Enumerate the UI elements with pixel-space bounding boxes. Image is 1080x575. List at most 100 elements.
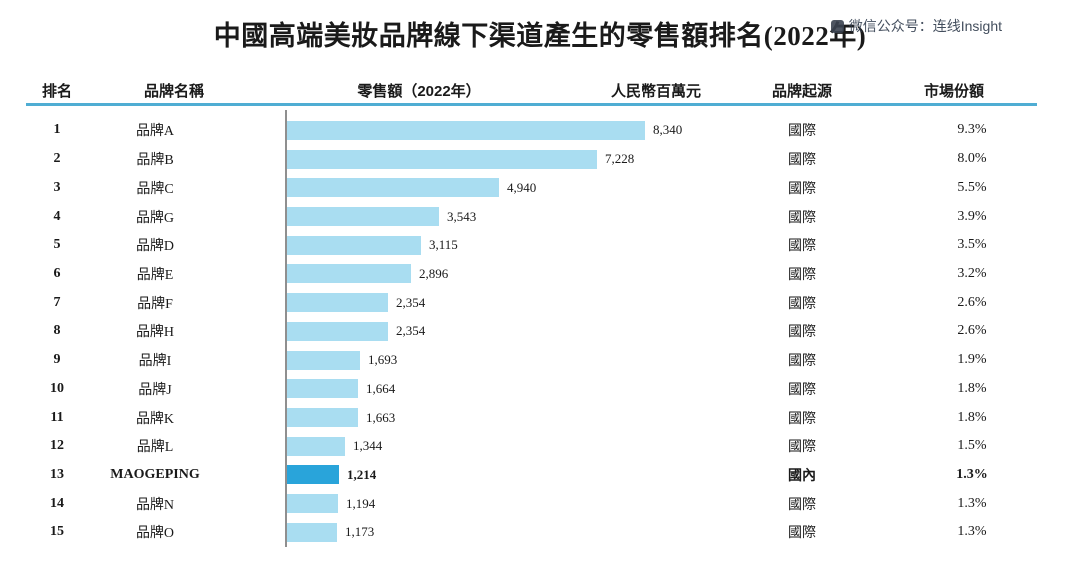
column-header-unit: 人民幣百萬元: [610, 83, 701, 100]
bar: [287, 494, 338, 514]
origin-cell: 國際: [788, 267, 816, 283]
table-row: 2 品牌B 7,228 國際 8.0%: [0, 145, 1080, 174]
bar-cell: 1,173: [285, 522, 740, 542]
column-header-rank: 排名: [41, 83, 72, 100]
origin-cell: 國際: [788, 497, 816, 513]
bar-cell: 2,354: [285, 293, 740, 313]
bar-cell: 1,693: [285, 350, 740, 370]
bar: [287, 321, 388, 341]
table-row: 10 品牌J 1,664 國際 1.8%: [0, 374, 1080, 403]
brand-cell: 品牌H: [135, 325, 175, 341]
bar-cell: 3,543: [285, 207, 740, 227]
value-label: 1,194: [346, 495, 376, 511]
brand-cell: 品牌A: [135, 124, 175, 140]
share-cell: 1.8%: [957, 380, 987, 396]
origin-cell: 國內: [788, 468, 816, 484]
origin-cell: 國際: [788, 181, 816, 197]
bar-cell: 2,354: [285, 321, 740, 341]
rank-cell: 3: [53, 179, 61, 195]
column-header-brand: 品牌名稱: [143, 83, 204, 100]
table-row: 15 品牌O 1,173 國際 1.3%: [0, 518, 1080, 547]
value-label: 8,340: [653, 122, 683, 138]
value-label: 2,896: [419, 265, 449, 281]
table-body: 1 品牌A 8,340 國際 9.3% 2 品牌B 7,228 國際 8.0% …: [0, 116, 1080, 547]
share-cell: 1.8%: [957, 409, 987, 425]
origin-cell: 國際: [788, 325, 816, 341]
brand-cell: 品牌C: [136, 181, 174, 197]
share-cell: 2.6%: [957, 294, 987, 310]
table-row: 1 品牌A 8,340 國際 9.3%: [0, 116, 1080, 145]
origin-cell: 國際: [788, 210, 816, 226]
rank-cell: 10: [50, 380, 64, 396]
table-row: 5 品牌D 3,115 國際 3.5%: [0, 231, 1080, 260]
column-header-share: 市場份額: [923, 83, 984, 100]
origin-cell: 國際: [788, 354, 816, 370]
origin-cell: 國際: [788, 239, 816, 255]
chart-title: 中國高端美妝品牌線下渠道產生的零售額排名(2022年): [213, 21, 867, 51]
bar-cell: 1,344: [285, 436, 740, 456]
value-label: 7,228: [605, 151, 635, 167]
origin-cell: 國際: [788, 526, 816, 542]
brand-cell: 品牌F: [137, 296, 173, 312]
bar: [287, 522, 337, 542]
table-row: 3 品牌C 4,940 國際 5.5%: [0, 173, 1080, 202]
bar: [287, 293, 388, 313]
bar: [287, 264, 411, 284]
bar-cell: 1,664: [285, 379, 740, 399]
table-row: 11 品牌K 1,663 國際 1.8%: [0, 403, 1080, 432]
rank-cell: 6: [53, 265, 61, 281]
origin-cell: 國際: [788, 382, 816, 398]
value-label: 1,173: [345, 524, 375, 540]
origin-cell: 國際: [788, 296, 816, 312]
brand-cell: 品牌N: [135, 497, 175, 513]
value-label: 1,664: [366, 380, 396, 396]
bar: [287, 465, 339, 485]
share-cell: 2.6%: [957, 323, 987, 339]
column-header-origin: 品牌起源: [771, 83, 832, 100]
table-row: 9 品牌I 1,693 國際 1.9%: [0, 346, 1080, 375]
share-cell: 5.5%: [957, 179, 987, 195]
origin-cell: 國際: [788, 411, 816, 427]
rank-cell: 7: [53, 294, 61, 310]
bar-cell: 4,940: [285, 178, 740, 198]
brand-cell: 品牌B: [136, 153, 174, 169]
table-row: 8 品牌H 2,354 國際 2.6%: [0, 317, 1080, 346]
bar-cell: 1,194: [285, 494, 740, 514]
value-label: 1,663: [366, 409, 396, 425]
brand-cell: 品牌D: [135, 239, 175, 255]
watermark: 微信公众号：连线Insight: [830, 16, 1002, 36]
table-row: 13 MAOGEPING 1,214 國內 1.3%: [0, 461, 1080, 490]
value-label: 3,115: [429, 237, 458, 253]
value-label: 1,693: [368, 352, 398, 368]
bar: [287, 178, 499, 198]
bar-cell: 7,228: [285, 149, 740, 169]
bar: [287, 207, 439, 227]
chart-baseline-axis: [285, 110, 287, 547]
rank-cell: 8: [53, 323, 61, 339]
rank-cell: 2: [53, 151, 61, 167]
rank-cell: 11: [50, 409, 64, 425]
brand-cell: 品牌G: [135, 210, 175, 226]
bar-cell: 2,896: [285, 264, 740, 284]
table-row: 7 品牌F 2,354 國際 2.6%: [0, 288, 1080, 317]
table-row: 6 品牌E 2,896 國際 3.2%: [0, 260, 1080, 289]
brand-cell: 品牌K: [135, 411, 175, 427]
rank-cell: 15: [50, 524, 64, 540]
brand-cell: 品牌L: [136, 440, 174, 456]
bar: [287, 379, 358, 399]
share-cell: 1.3%: [957, 524, 987, 540]
origin-cell: 國際: [788, 440, 816, 456]
share-cell: 1.5%: [957, 438, 987, 454]
wechat-logo-icon: [830, 19, 844, 33]
rank-cell: 9: [53, 352, 61, 368]
share-cell: 1.3%: [956, 466, 988, 482]
brand-cell: 品牌O: [135, 526, 175, 542]
rank-cell: 5: [53, 237, 61, 253]
value-label: 4,940: [507, 179, 537, 195]
rank-cell: 12: [50, 438, 64, 454]
share-cell: 9.3%: [957, 122, 987, 138]
watermark-text: 微信公众号：连线Insight: [848, 18, 1002, 34]
value-label: 1,214: [347, 466, 377, 482]
brand-cell: 品牌J: [138, 382, 172, 398]
bar-cell: 3,115: [285, 235, 740, 255]
